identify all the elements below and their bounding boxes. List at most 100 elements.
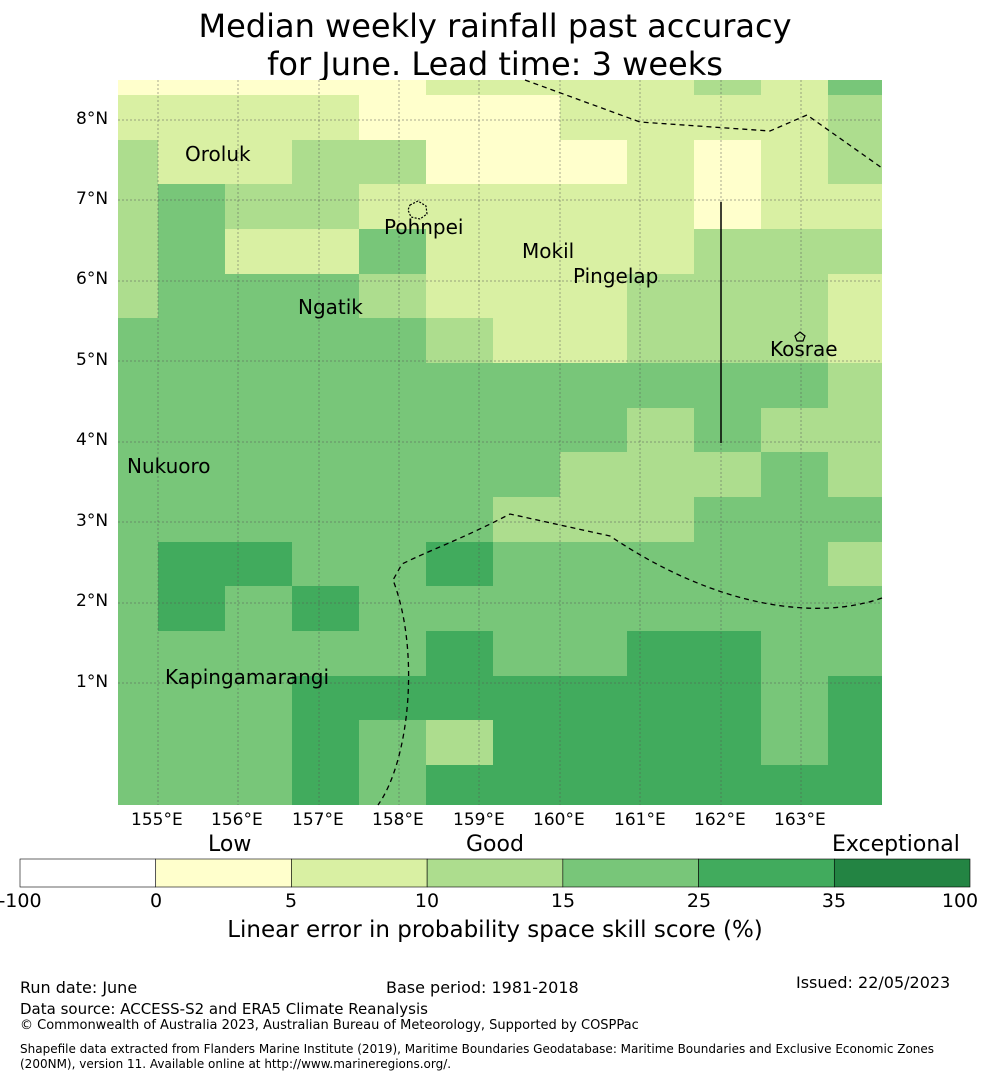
skill-cell xyxy=(359,274,426,318)
colorbar-tick: 0 xyxy=(149,890,163,912)
eez-boundaries xyxy=(377,79,883,806)
skill-cell xyxy=(158,452,225,497)
skill-cell xyxy=(426,720,493,765)
skill-cell xyxy=(426,586,493,631)
skill-cell xyxy=(828,765,882,805)
skill-cell xyxy=(426,95,493,140)
eez-boundary-north xyxy=(524,79,883,169)
skill-cell xyxy=(426,229,493,274)
skill-cell xyxy=(694,720,761,765)
skill-cell xyxy=(694,497,761,542)
skill-cell xyxy=(493,95,560,140)
skill-cell xyxy=(627,363,694,408)
skill-cell xyxy=(158,631,225,676)
skill-cell xyxy=(828,631,882,676)
skill-cell xyxy=(225,318,292,363)
skill-cell xyxy=(292,497,359,542)
colorbar-segment xyxy=(833,858,971,888)
issued-date: Issued: 22/05/2023 xyxy=(796,973,951,992)
skill-cell xyxy=(694,452,761,497)
skill-cell xyxy=(627,95,694,140)
skill-cell xyxy=(493,318,560,363)
skill-cell xyxy=(694,631,761,676)
lon-tick-label: 156°E xyxy=(211,810,263,830)
skill-cell xyxy=(359,318,426,363)
skill-cell xyxy=(118,542,158,586)
skill-cell xyxy=(292,95,359,140)
place-label-mokil: Mokil xyxy=(522,239,575,263)
skill-cell xyxy=(828,80,882,95)
skill-cell xyxy=(828,676,882,720)
skill-cell xyxy=(225,676,292,720)
skill-cell xyxy=(359,452,426,497)
category-low: Low xyxy=(208,832,252,857)
colorbar-tick: 5 xyxy=(284,890,298,912)
skill-cell xyxy=(158,229,225,274)
skill-cell xyxy=(828,408,882,452)
skill-cell xyxy=(225,140,292,184)
skill-cell xyxy=(560,765,627,805)
skill-cell xyxy=(359,720,426,765)
skill-cell xyxy=(426,631,493,676)
skill-cell xyxy=(694,676,761,720)
category-exceptional: Exceptional xyxy=(832,832,960,857)
skill-cell xyxy=(828,274,882,318)
lat-tick-label: 8°N xyxy=(76,109,109,129)
skill-cell xyxy=(292,274,359,318)
skill-cell xyxy=(359,363,426,408)
skill-cell xyxy=(560,452,627,497)
skill-cell xyxy=(292,542,359,586)
skill-cell xyxy=(627,586,694,631)
place-label-kosrae: Kosrae xyxy=(770,337,838,361)
skill-cell xyxy=(694,363,761,408)
skill-cell xyxy=(292,229,359,274)
skill-cell xyxy=(627,318,694,363)
skill-cell xyxy=(493,140,560,184)
skill-cell xyxy=(493,452,560,497)
skill-cell xyxy=(694,140,761,184)
skill-cell xyxy=(694,408,761,452)
map-title-line2: for June. Lead time: 3 weeks xyxy=(267,45,723,83)
shapefile-credit: Shapefile data extracted from Flanders M… xyxy=(20,1042,935,1071)
skill-cell xyxy=(426,765,493,805)
skill-cell xyxy=(694,80,761,95)
skill-cell xyxy=(828,318,882,363)
skill-cell xyxy=(761,542,828,586)
skill-cell xyxy=(158,140,225,184)
skill-cell xyxy=(627,497,694,542)
skill-cell xyxy=(493,363,560,408)
skill-cell xyxy=(828,586,882,631)
skill-cell xyxy=(761,408,828,452)
skill-cell xyxy=(560,318,627,363)
skill-cell xyxy=(828,497,882,542)
skill-grid-cells xyxy=(118,80,882,805)
skill-cell xyxy=(225,586,292,631)
skill-cell xyxy=(359,765,426,805)
skill-cell xyxy=(158,408,225,452)
skill-cell xyxy=(493,408,560,452)
skill-cell xyxy=(118,452,158,497)
skill-cell xyxy=(426,80,493,95)
skill-cell xyxy=(158,542,225,586)
skill-cell xyxy=(118,140,158,184)
place-label-kapingamarangi: Kapingamarangi xyxy=(165,665,330,689)
skill-cell xyxy=(359,676,426,720)
colorbar-title: Linear error in probability space skill … xyxy=(227,917,763,943)
skill-cell xyxy=(761,497,828,542)
colorbar-segment xyxy=(291,858,428,888)
colorbar-tick: 35 xyxy=(821,890,847,912)
place-label-pingelap: Pingelap xyxy=(573,264,659,288)
skill-cell xyxy=(493,80,560,95)
skill-cell xyxy=(828,363,882,408)
skill-cell xyxy=(225,95,292,140)
skill-cell xyxy=(761,184,828,229)
lat-tick-label: 5°N xyxy=(76,350,109,370)
skill-cell xyxy=(493,229,560,274)
skill-cell xyxy=(292,184,359,229)
skill-cell xyxy=(493,765,560,805)
skill-cell xyxy=(292,363,359,408)
lon-tick-label: 160°E xyxy=(533,810,585,830)
lon-tick-label: 158°E xyxy=(372,810,424,830)
skill-cell xyxy=(158,497,225,542)
skill-cell xyxy=(493,274,560,318)
